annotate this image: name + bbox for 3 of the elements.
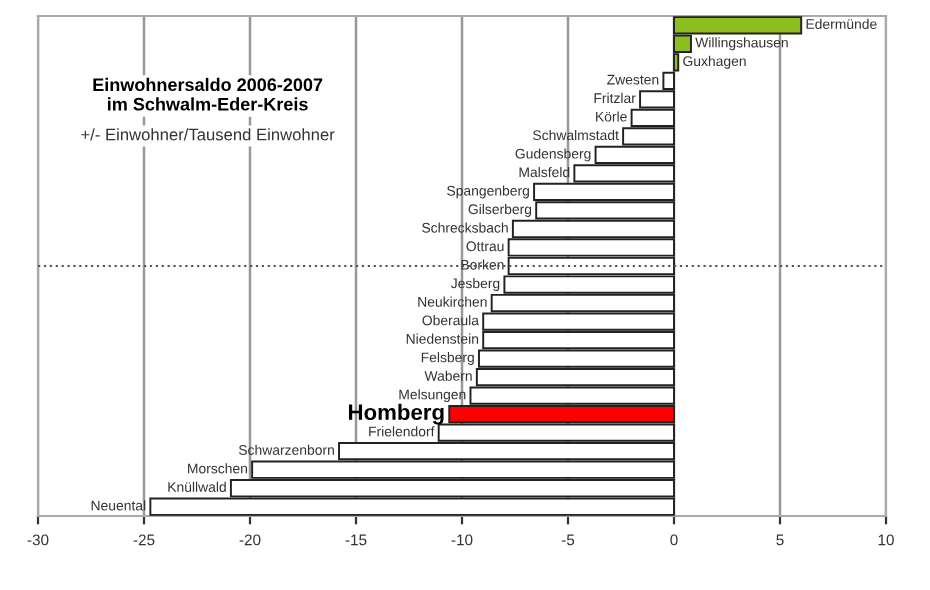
text: Einwohnersaldo 2006-2007 im Schwalm-Eder-Kreis (93, 77, 323, 111)
text: +/- Einwohner/Tausend Einwohner (81, 128, 335, 141)
y-tick-label: Homberg (348, 403, 444, 425)
